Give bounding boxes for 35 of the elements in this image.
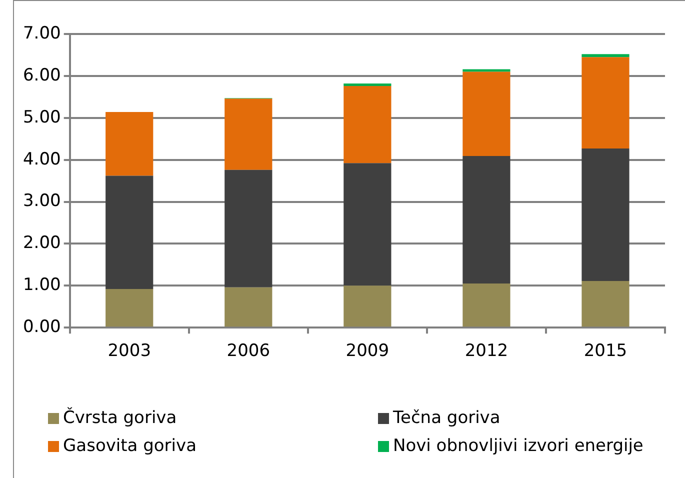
bar (224, 98, 272, 170)
x-tick-label: 2012 (464, 341, 508, 362)
bar (344, 286, 392, 327)
x-tick-label: 2015 (584, 341, 628, 362)
legend-label: Tečna goriva (393, 408, 500, 428)
y-tick-label: 0.00 (22, 317, 61, 338)
y-tick-label: 7.00 (22, 23, 61, 44)
bar (224, 170, 272, 288)
legend-label: Gasovita goriva (63, 436, 197, 456)
bar (462, 69, 510, 72)
bar (344, 83, 392, 86)
x-tick-label: 2009 (346, 341, 390, 362)
bar (106, 176, 154, 290)
legend-label: Novi obnovljivi izvori energije (393, 436, 644, 456)
bar (582, 57, 630, 149)
x-tick-label: 2003 (108, 341, 151, 362)
bar (462, 72, 510, 156)
y-tick-label: 1.00 (22, 275, 61, 296)
y-tick-label: 3.00 (22, 191, 61, 212)
bar (582, 54, 630, 58)
bar (344, 86, 392, 164)
bar (582, 148, 630, 282)
y-tick-label: 2.00 (22, 233, 61, 254)
x-tick-label: 2006 (226, 341, 270, 362)
bar (106, 112, 154, 176)
bar (106, 289, 154, 327)
bar (224, 287, 272, 327)
bar (462, 156, 510, 284)
legend-label: Čvrsta goriva (63, 408, 177, 428)
y-tick-label: 5.00 (22, 107, 61, 128)
bar (582, 281, 630, 327)
bar (344, 163, 392, 286)
y-tick-label: 4.00 (22, 149, 61, 170)
y-tick-label: 6.00 (22, 65, 61, 86)
bar (462, 284, 510, 327)
